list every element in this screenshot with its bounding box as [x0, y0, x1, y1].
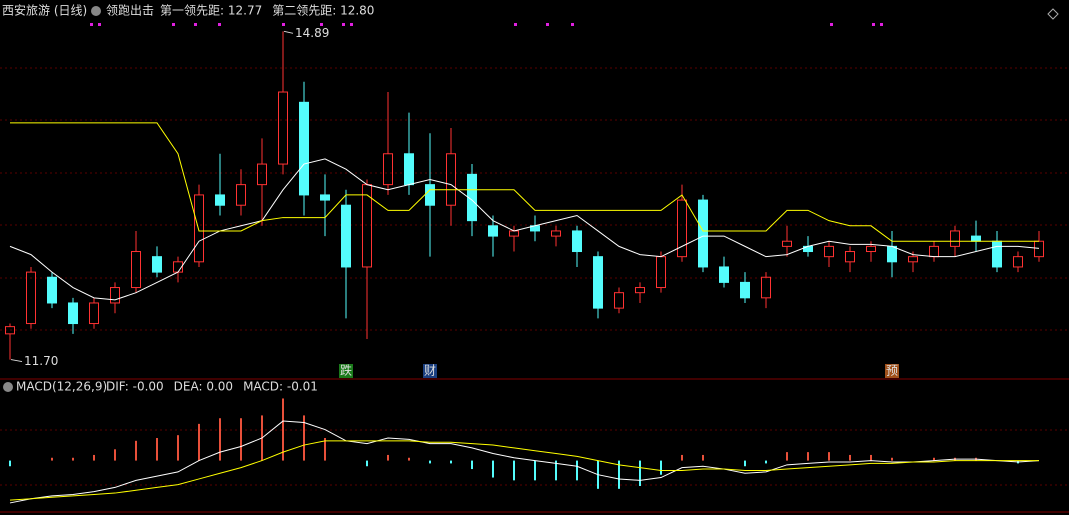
indicator-line — [9, 420, 1040, 504]
expand-icon[interactable] — [1047, 8, 1059, 20]
candle-body — [341, 204, 351, 268]
candle-body — [635, 287, 645, 294]
candle-body — [992, 240, 1002, 268]
grid — [0, 67, 1069, 486]
candle-body — [866, 245, 876, 253]
candle-body — [761, 276, 771, 299]
candle-body — [908, 256, 918, 263]
signal-dots — [90, 23, 883, 26]
legend-entry: DEA: 0.00 — [174, 380, 233, 394]
candle-body — [971, 235, 981, 242]
low-label: 11.70 — [24, 354, 58, 368]
indicator-icon[interactable] — [91, 6, 101, 16]
candle-body — [110, 287, 120, 304]
event-badge — [339, 364, 353, 378]
candle-body — [1013, 256, 1023, 268]
macd-icon[interactable] — [3, 382, 13, 392]
indicator-name: 领跑出击 — [106, 4, 154, 18]
candle-body — [488, 225, 498, 237]
candle-body — [89, 302, 99, 325]
candle-body — [572, 230, 582, 253]
high-pointer — [283, 30, 294, 34]
macd-title: MACD(12,26,9) — [16, 380, 107, 394]
candle-body — [824, 245, 834, 258]
event-badge — [423, 364, 437, 378]
candle-body — [719, 266, 729, 283]
candle-body — [299, 101, 309, 196]
indicator-line — [9, 158, 1040, 301]
event-label: 跌 — [340, 363, 352, 378]
candle-body — [467, 173, 477, 222]
candle-body — [383, 153, 393, 186]
candle-body — [677, 199, 687, 258]
candle-body — [740, 281, 750, 299]
candle-body — [593, 256, 603, 309]
candle-body — [47, 276, 57, 304]
candle-body — [278, 91, 288, 165]
legend-entry: DIF: -0.00 — [106, 380, 164, 394]
candle-body — [404, 153, 414, 186]
candle-body — [950, 230, 960, 247]
candle-body — [614, 292, 624, 309]
legend-entry: 第一领先距: 12.77 — [160, 4, 262, 18]
legend-entry: 第二领先距: 12.80 — [272, 4, 374, 18]
candle-body — [782, 240, 792, 247]
candle-body — [425, 184, 435, 206]
high-label: 14.89 — [295, 26, 329, 40]
candle-body — [551, 230, 561, 237]
low-pointer — [10, 359, 23, 363]
candle-body — [215, 194, 225, 206]
candle-body — [68, 302, 78, 325]
candle-body — [320, 194, 330, 201]
event-badge — [885, 364, 899, 378]
candle-body — [446, 153, 456, 206]
candle-body — [194, 194, 204, 263]
stock-title: 西安旅游 (日线) — [2, 3, 87, 18]
candle-body — [845, 251, 855, 263]
candle-body — [26, 271, 36, 325]
candle-body — [236, 184, 246, 206]
indicator-line — [10, 122, 1039, 242]
candle-body — [887, 245, 897, 263]
indicator-line — [9, 440, 1039, 501]
candle-body — [257, 163, 267, 186]
candle-body — [131, 251, 141, 289]
legend-entry: MACD: -0.01 — [243, 380, 318, 394]
candle-body — [152, 256, 162, 273]
candle-body — [698, 199, 708, 268]
candle-body — [5, 326, 15, 335]
event-label: 财 — [424, 364, 436, 378]
event-label: 预 — [886, 364, 898, 378]
